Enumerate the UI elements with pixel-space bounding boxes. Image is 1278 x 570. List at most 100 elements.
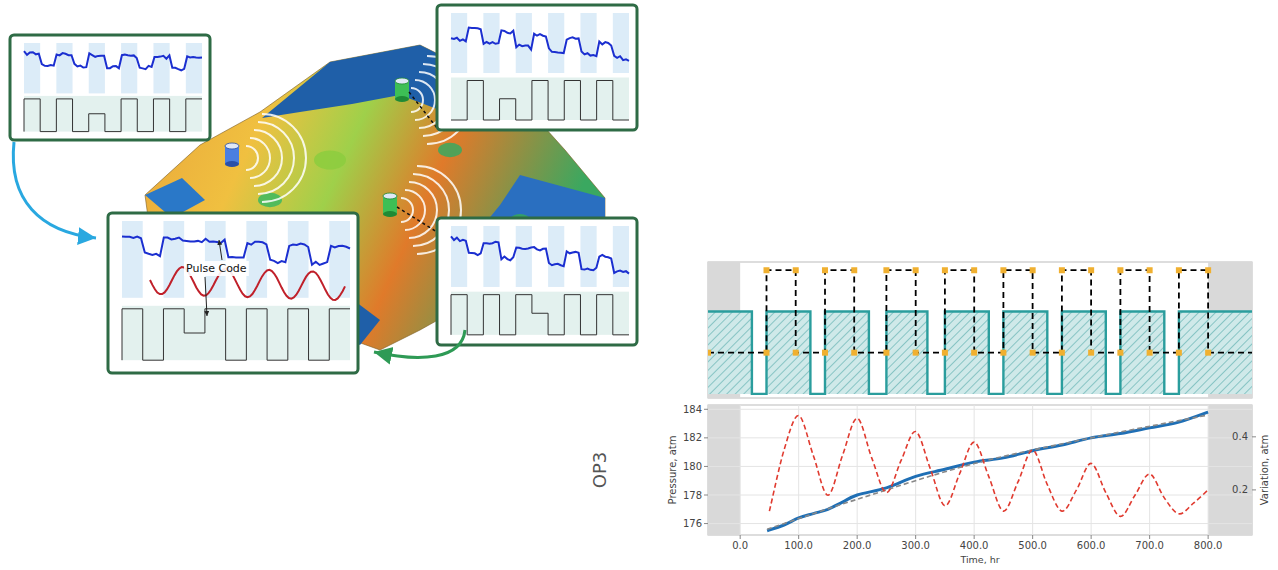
y2-tick-label: 0.4	[1232, 431, 1248, 442]
pressure-wave	[405, 190, 425, 230]
tick	[704, 437, 708, 438]
tick	[740, 535, 741, 539]
pulse-marker	[1059, 350, 1065, 356]
plot-data	[708, 267, 1252, 394]
tick	[704, 466, 708, 467]
x-tick-label: 700.0	[1135, 540, 1164, 551]
series-line	[769, 416, 1208, 517]
tick	[1208, 535, 1209, 539]
y-tick-label: 180	[683, 461, 702, 472]
x-tick-label: 400.0	[960, 540, 989, 551]
well-top	[225, 143, 239, 149]
pulse-marker	[942, 267, 948, 273]
thumbnail-shade	[580, 13, 596, 73]
reservoir-spot	[438, 143, 462, 157]
pulse-marker	[1205, 267, 1211, 273]
thumbnail-bg	[24, 96, 202, 132]
pressure-wave	[258, 122, 294, 194]
thumbnail-trace	[451, 236, 629, 273]
thumbnail-shade	[288, 221, 309, 298]
pulse-marker	[793, 350, 799, 356]
panel	[705, 262, 1252, 398]
pulse-marker	[1205, 350, 1211, 356]
thumbnail-shade	[451, 13, 467, 73]
pulse-marker	[913, 350, 919, 356]
pulse-marker	[793, 267, 799, 273]
illustration: Pulse Code	[10, 5, 637, 373]
grid-line	[708, 437, 1252, 438]
x-tick-label: 200.0	[843, 540, 872, 551]
tick	[915, 535, 916, 539]
pulse-marker	[883, 350, 889, 356]
thumbnail-bg	[451, 78, 629, 121]
pulse-marker	[1088, 350, 1094, 356]
pulse-marker	[1117, 267, 1123, 273]
thumbnail-shade	[89, 43, 105, 93]
pressure-wave	[262, 114, 306, 202]
thumbnail-shade	[186, 43, 202, 93]
y-axis-title: Pressure, atm	[667, 436, 678, 505]
out-of-range-band	[1208, 405, 1252, 535]
pulse-marker	[763, 350, 769, 356]
x-tick-label: 600.0	[1077, 540, 1106, 551]
pulse-marker	[971, 350, 977, 356]
panel: 0.0100.0200.0300.0400.0500.0600.0700.080…	[683, 404, 1256, 551]
y-tick-label: 182	[683, 432, 702, 443]
thumbnail-frame	[10, 35, 210, 140]
pulse-marker	[971, 267, 977, 273]
thumbnail-shade	[122, 221, 143, 298]
thumbnail-pulse	[451, 81, 629, 121]
tick	[1032, 535, 1033, 539]
pulse-marker	[1030, 267, 1036, 273]
plot-data	[767, 412, 1208, 531]
pulse-marker	[1147, 267, 1153, 273]
thumbnail	[10, 35, 210, 140]
thumbnail-trace	[451, 28, 629, 61]
pulse-marker	[1059, 267, 1065, 273]
grid-line	[708, 466, 1252, 467]
annotation: Pulse Code	[186, 262, 247, 275]
pulse-marker	[1030, 350, 1036, 356]
grid-line	[1149, 405, 1150, 535]
thumbnail-bg	[122, 306, 350, 360]
thumbnail-pulse	[451, 295, 629, 335]
grid-line	[915, 405, 916, 535]
tick	[704, 523, 708, 524]
thumbnail-shade	[163, 221, 184, 298]
thumbnail-shade	[24, 43, 40, 93]
thumbnail-pulse	[24, 99, 202, 132]
thumbnail-shade	[516, 226, 532, 287]
pulse-marker	[1000, 350, 1006, 356]
plot-frame	[708, 262, 1252, 398]
pulse-marker	[1000, 267, 1006, 273]
thumbnail-shade	[516, 13, 532, 73]
thumbnail-shade	[153, 43, 169, 93]
well-bottom	[395, 96, 409, 102]
grid-line	[708, 495, 1252, 496]
thumbnail-trace	[24, 51, 202, 70]
tick	[857, 535, 858, 539]
flow-arrow	[374, 330, 465, 357]
out-of-range-band	[708, 405, 740, 535]
pulse-marker	[763, 267, 769, 273]
well-bottom	[383, 211, 397, 217]
thumbnail-shade	[580, 226, 596, 287]
tick	[1091, 535, 1092, 539]
pulse-marker	[942, 350, 948, 356]
thumbnail-shade	[205, 221, 226, 298]
plot-frame	[708, 405, 1252, 535]
y-tick-label: 184	[683, 404, 702, 415]
x-axis-title: Time, hr	[959, 554, 999, 565]
series-line	[767, 415, 1208, 529]
thumbnail-shade	[329, 221, 350, 298]
thumbnail	[437, 5, 637, 130]
annotation-arrow	[219, 240, 222, 260]
label-patch	[184, 261, 249, 276]
connector	[409, 92, 437, 128]
pulse-marker	[1088, 267, 1094, 273]
thumbnail-shade	[548, 13, 564, 73]
y-tick-label: 178	[683, 490, 702, 501]
connector	[397, 207, 437, 232]
thumbnail-frame	[437, 218, 637, 345]
grid-line	[974, 405, 975, 535]
